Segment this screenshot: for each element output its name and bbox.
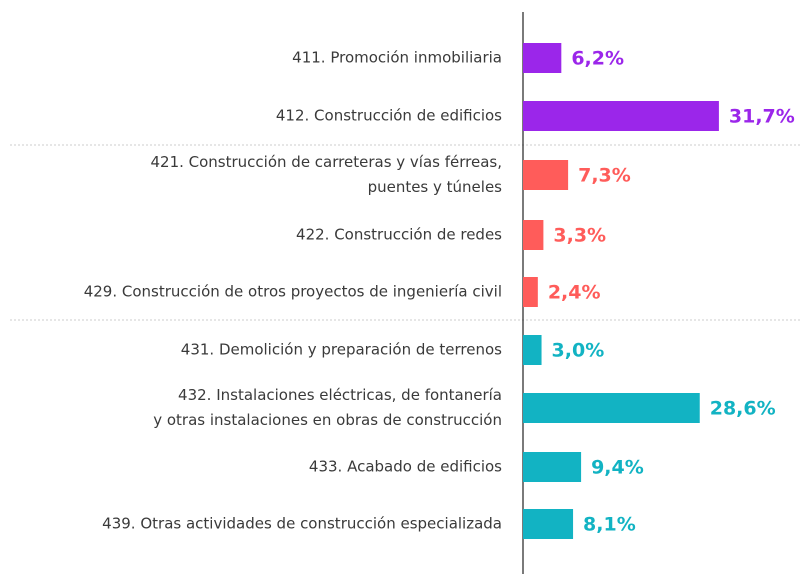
category-label: 431. Demolición y preparación de terreno… (180, 340, 502, 359)
category-label: 422. Construcción de redes (296, 225, 502, 244)
bar (523, 277, 538, 307)
value-label: 2,4% (548, 282, 601, 304)
bar (523, 335, 542, 365)
category-label: 411. Promoción inmobiliaria (292, 48, 502, 67)
bar (523, 509, 574, 539)
category-label: 429. Construcción de otros proyectos de … (83, 282, 502, 301)
value-label: 28,6% (710, 398, 776, 420)
bar (523, 393, 700, 423)
category-label: 412. Construcción de edificios (275, 106, 502, 125)
category-label: 439. Otras actividades de construcción e… (102, 514, 502, 533)
value-label: 6,2% (571, 48, 624, 70)
value-label: 31,7% (729, 106, 795, 128)
value-label: 3,0% (552, 340, 605, 362)
category-label: 421. Construcción de carreteras y vías f… (150, 153, 502, 196)
category-label: 432. Instalaciones eléctricas, de fontan… (153, 386, 502, 429)
value-label: 7,3% (578, 165, 631, 187)
bar (523, 43, 562, 73)
category-label: 433. Acabado de edificios (308, 457, 502, 476)
bar (523, 452, 582, 482)
bar (523, 220, 544, 250)
bar (523, 101, 719, 131)
value-label: 8,1% (583, 514, 636, 536)
value-label: 9,4% (591, 457, 644, 479)
value-label: 3,3% (553, 225, 606, 247)
bar (523, 160, 569, 190)
